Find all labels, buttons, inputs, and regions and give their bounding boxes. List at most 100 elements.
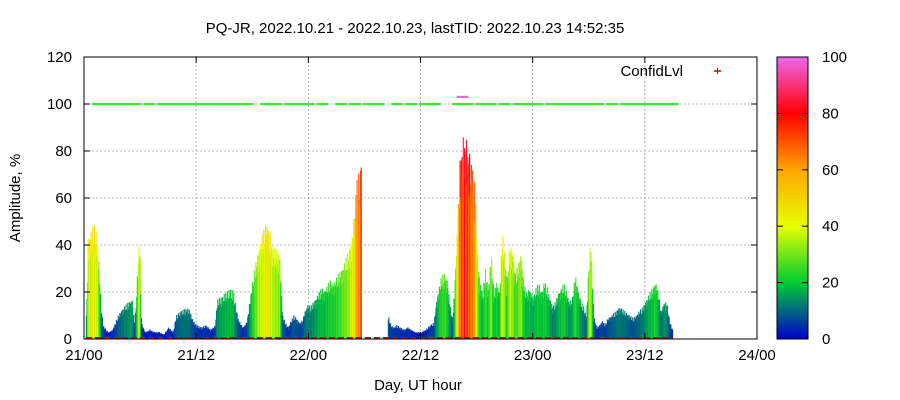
amplitude-bar [289, 326, 291, 339]
amplitude-bar [344, 270, 346, 339]
amplitude-bar [112, 331, 114, 339]
amplitude-bar [144, 332, 146, 339]
amplitude-bar [199, 328, 201, 339]
amplitude-bar [534, 300, 537, 339]
amplitude-bar [432, 323, 434, 339]
amplitude-bar [491, 279, 493, 339]
amplitude-bar [297, 321, 299, 339]
amplitude-bar [184, 308, 186, 339]
amplitude-bar [449, 311, 451, 339]
amplitude-bar [593, 321, 595, 339]
amplitude-bar [521, 260, 523, 339]
amplitude-bar [665, 302, 667, 339]
amplitude-bar [602, 322, 604, 339]
amplitude-bar [510, 269, 513, 339]
amplitude-bar [582, 310, 584, 339]
amplitude-bar [359, 198, 361, 339]
amplitude-bar [148, 331, 150, 339]
amplitude-bar [562, 292, 565, 339]
amplitude-bar [158, 331, 160, 339]
amplitude-bar [500, 282, 502, 339]
amplitude-bar [552, 313, 554, 339]
amplitude-bar [559, 292, 561, 339]
amplitude-bar [543, 287, 545, 339]
amplitude-bar [451, 316, 453, 339]
amplitude-bar [206, 327, 208, 339]
amplitude-bar [615, 317, 617, 339]
amplitude-bar [171, 330, 173, 339]
amplitude-bar [341, 271, 343, 339]
amplitude-bar [507, 276, 509, 339]
amplitude-bar [588, 272, 590, 339]
amplitude-bar [89, 256, 92, 339]
amplitude-bar [568, 301, 570, 339]
amplitude-bar [565, 290, 567, 339]
amplitude-bar [628, 320, 630, 339]
amplitude-bar [330, 293, 332, 339]
amplitude-bar [427, 326, 430, 339]
amplitude-bar [210, 331, 212, 339]
amplitude-bar [429, 326, 431, 339]
amplitude-bar [285, 323, 287, 339]
colorbar-tick-label: 0 [822, 331, 830, 348]
amplitude-bar [462, 178, 464, 339]
amplitude-bar [305, 316, 307, 339]
amplitude-bar [293, 315, 295, 339]
y-tick-label: 100 [47, 96, 72, 113]
amplitude-bar [505, 269, 507, 339]
amplitude-bar [598, 327, 600, 339]
legend-label: ConfidLvl [620, 63, 683, 80]
amplitude-bar [655, 294, 657, 339]
amplitude-bar [178, 318, 180, 339]
amplitude-bar [551, 303, 553, 339]
amplitude-bar [128, 302, 130, 339]
amplitude-bar [587, 301, 589, 339]
amplitude-bar [486, 283, 488, 339]
amplitude-bar [104, 330, 106, 339]
amplitude-bar [627, 315, 629, 339]
colorbar-tick-label: 80 [822, 105, 839, 122]
amplitude-bar [108, 332, 110, 339]
amplitude-bar [185, 309, 187, 339]
amplitude-bar [551, 307, 553, 339]
amplitude-bar [402, 329, 404, 339]
amplitude-bar [180, 317, 182, 339]
amplitude-bar [533, 305, 535, 339]
amplitude-bar [88, 240, 90, 339]
amplitude-bar [553, 310, 556, 339]
amplitude-bar [590, 252, 592, 339]
amplitude-bar [570, 304, 572, 339]
amplitude-bar [135, 307, 137, 339]
amplitude-bar [528, 300, 530, 339]
amplitude-bar [620, 315, 622, 339]
amplitude-bar [339, 272, 341, 339]
amplitude-bar [403, 331, 405, 339]
amplitude-bar [440, 278, 442, 339]
amplitude-bar [499, 288, 501, 339]
amplitude-bar [392, 327, 394, 339]
amplitude-bar [267, 230, 269, 339]
amplitude-bar [253, 287, 255, 339]
amplitude-bars [85, 137, 674, 339]
colorbar-tick-label: 100 [822, 49, 847, 66]
amplitude-bar [499, 292, 501, 339]
amplitude-bar [354, 218, 356, 339]
amplitude-bar [167, 330, 169, 339]
amplitude-bar [161, 334, 163, 339]
amplitude-bar [93, 246, 95, 339]
amplitude-bar [632, 322, 634, 339]
amplitude-bar [360, 167, 362, 339]
amplitude-bar [124, 312, 127, 339]
amplitude-bar [170, 331, 172, 339]
amplitude-bar [114, 324, 116, 339]
amplitude-bar [309, 305, 311, 339]
amplitude-bar [546, 295, 548, 339]
amplitude-bar [544, 294, 546, 339]
amplitude-bar [464, 148, 466, 339]
amplitude-bar [312, 302, 314, 339]
amplitude-bar [255, 276, 258, 339]
amplitude-bar [156, 332, 159, 339]
amplitude-bar [481, 290, 483, 339]
amplitude-bar [516, 282, 518, 339]
amplitude-bar [359, 170, 362, 339]
